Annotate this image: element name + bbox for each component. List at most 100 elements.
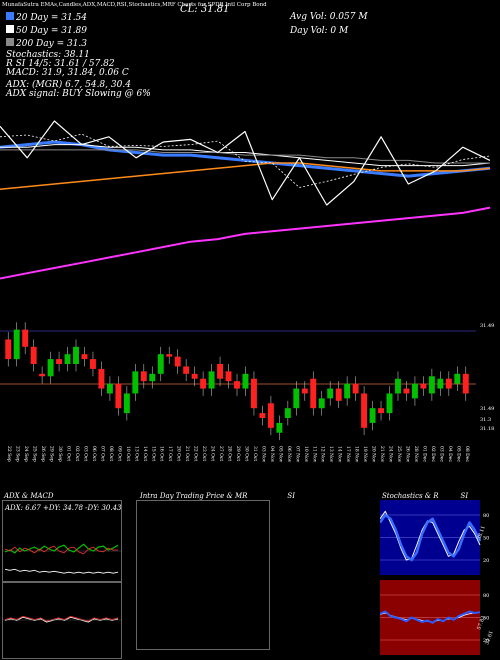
rsi-tick-label: 80 <box>483 593 489 599</box>
price-label-lower-top: 31.49 <box>480 406 494 412</box>
rsi-tick-label: 20 <box>483 638 489 644</box>
candle-body <box>428 376 435 394</box>
x-tick-label: 31 Oct <box>252 446 258 461</box>
rsi-value-label: 57.82 <box>476 615 487 631</box>
candle-body <box>13 329 20 360</box>
x-tick-label: 10 Nov <box>303 446 309 463</box>
candle-body <box>454 373 461 384</box>
x-tick-label: 20 Nov <box>371 446 377 463</box>
adx-panel: ADX: 6.67 +DY: 34.78 -DY: 30.43 <box>2 500 122 582</box>
x-tick-label: 25 Sep <box>32 446 38 462</box>
macd-panel <box>2 582 122 659</box>
candle-body <box>335 388 342 401</box>
x-tick-label: 20 Oct <box>176 446 182 461</box>
candle-body <box>310 378 317 409</box>
x-tick-label: 08 Dec <box>464 446 470 462</box>
x-tick-label: 04 Dec <box>447 446 453 462</box>
candle-body <box>123 393 130 414</box>
stochastics-readout: Stochastics: 38.11 <box>6 50 90 60</box>
stoch-panel: 80 50 20 38.11 <box>380 500 489 575</box>
candle-body <box>395 378 401 394</box>
x-tick-label: 02 Oct <box>74 446 80 461</box>
ema200-line <box>0 149 490 164</box>
mrf-background <box>137 501 269 649</box>
candle-body <box>225 371 232 382</box>
candle-body <box>200 378 207 389</box>
candle-body <box>140 371 147 382</box>
price-label-lower-bot: 31.18 <box>480 426 494 432</box>
x-tick-label: 05 Dec <box>455 446 461 462</box>
candle-body <box>445 378 452 389</box>
candle-body <box>73 346 79 364</box>
x-tick-label: 02 Dec <box>430 446 436 462</box>
x-tick-label: 22 Sep <box>6 446 12 462</box>
rsi-readout: R SI 14/5: 31.61 / 57.82 <box>6 59 115 69</box>
x-tick-label: 01 Dec <box>421 446 427 462</box>
x-tick-label: 06 Nov <box>286 446 292 463</box>
x-tick-label: 30 Sep <box>57 446 63 462</box>
x-tick-label: 19 Nov <box>362 446 368 463</box>
candle-body <box>267 403 274 428</box>
mrf-value-label: 31.61 <box>484 630 495 646</box>
candle-body <box>250 378 257 409</box>
candle-body <box>403 388 410 394</box>
candle-body <box>30 346 37 364</box>
candle-body <box>293 388 300 409</box>
x-tick-label: 28 Nov <box>413 446 419 463</box>
candle-body <box>344 383 351 399</box>
x-tick-label: 01 Oct <box>66 446 72 461</box>
candle-body <box>106 383 113 394</box>
x-tick-label: 08 Oct <box>108 446 114 461</box>
x-tick-label: 28 Oct <box>227 446 233 461</box>
candle-body <box>301 388 308 394</box>
x-tick-label: 03 Dec <box>438 446 444 462</box>
candle-body <box>183 366 190 374</box>
adx-readout: ADX: (MGR) 6.7, 54.8, 30.4 <box>6 80 131 90</box>
chart-title: MunafaSutra EMAs,Candles,ADX,MACD,RSI,St… <box>2 2 267 8</box>
candle-chart: 31.49 31.49 31.3 31.18 <box>0 322 494 441</box>
candle-body <box>327 388 334 399</box>
stoch-tick-label: 20 <box>483 558 489 564</box>
candle-body <box>276 422 283 433</box>
candle-body <box>411 383 418 399</box>
candle-body <box>318 398 325 409</box>
legend-ema20: 20 Day = 31.54 <box>6 12 87 23</box>
x-tick-label: 09 Oct <box>116 446 122 461</box>
price-line <box>0 120 491 206</box>
stoch-tick-label: 80 <box>483 513 489 519</box>
candle-body <box>5 339 12 360</box>
x-tick-label: 13 Nov <box>328 446 334 463</box>
magenta-line <box>0 206 491 280</box>
candle-body <box>115 383 122 409</box>
candle-body <box>386 393 393 414</box>
x-tick-label: 29 Oct <box>235 446 241 461</box>
legend-swatch <box>6 12 14 20</box>
candle-body <box>81 354 88 360</box>
legend-swatch <box>6 38 14 46</box>
x-tick-label: 16 Oct <box>159 446 165 461</box>
candle-body <box>22 329 29 347</box>
legend-ema200: 200 Day = 31.3 <box>6 38 87 49</box>
minus-dy-line <box>4 545 118 555</box>
macd-readout: MACD: 31.9, 31.84, 0.06 C <box>6 68 129 78</box>
adx-line <box>4 568 119 574</box>
ema-chart <box>0 120 491 280</box>
candle-body <box>89 359 96 369</box>
candle-body <box>157 354 164 374</box>
candle-body <box>234 381 240 389</box>
x-tick-label: 15 Oct <box>150 446 156 461</box>
x-tick-label: 05 Nov <box>277 446 283 463</box>
candle-body <box>437 378 444 389</box>
price-label-upper: 31.49 <box>480 323 494 329</box>
macd-line <box>4 616 119 623</box>
x-tick-label: 06 Oct <box>91 446 97 461</box>
x-tick-label: 25 Nov <box>396 446 402 463</box>
rsi-tick-label: 50 <box>483 616 489 622</box>
x-tick-label: 27 Oct <box>218 446 224 461</box>
price-label-lower-mid: 31.3 <box>480 417 491 423</box>
x-tick-label: 26 Nov <box>404 446 410 463</box>
candle-body <box>208 371 215 389</box>
candle-body <box>242 373 249 389</box>
x-tick-label: 12 Nov <box>320 446 326 463</box>
